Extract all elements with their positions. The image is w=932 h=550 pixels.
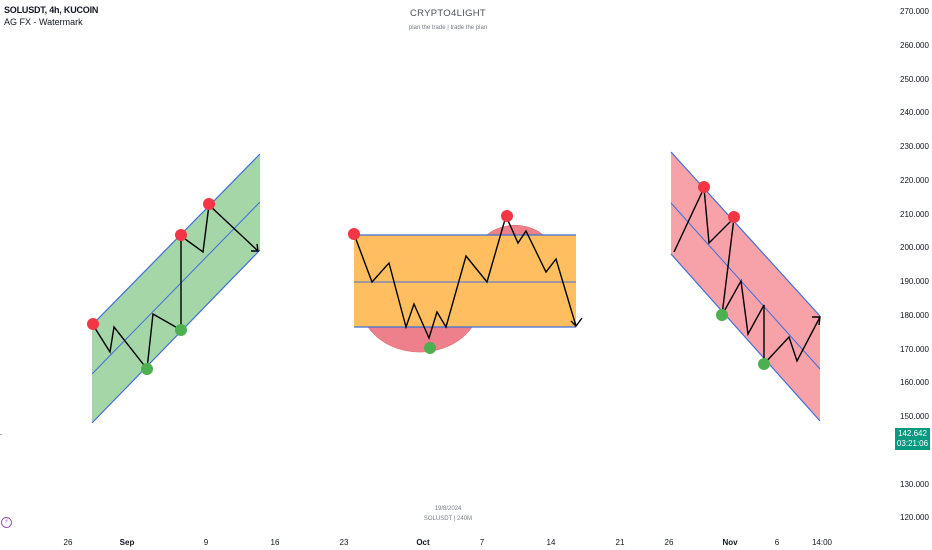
range-box <box>348 210 583 354</box>
tradingview-logo-icon[interactable]: ⚡ <box>1 517 12 528</box>
watermark-symbol: SOLUSDT | 240M <box>423 516 473 522</box>
time-axis-label: 26 <box>63 538 73 547</box>
time-axis-label: Oct <box>416 538 430 547</box>
time-axis-label: 16 <box>270 538 280 547</box>
price-axis-label: 130.000 <box>900 479 929 489</box>
price-axis-label: 160.000 <box>900 378 929 388</box>
ascending-channel-bottom <box>91 249 261 424</box>
pivot-low-marker <box>175 324 187 336</box>
descending-channel-top <box>670 151 821 317</box>
descending-channel <box>670 151 821 422</box>
pivot-low-marker <box>424 342 436 354</box>
time-axis-label: Nov <box>722 538 738 547</box>
time-axis-label: 6 <box>774 538 780 547</box>
pivot-high-marker <box>203 198 215 210</box>
symbol-title[interactable]: SOLUSDT, 4h, KUCOIN <box>4 5 99 15</box>
pivot-low-marker <box>141 363 153 375</box>
price-axis-label: 190.000 <box>900 277 929 286</box>
ascending-channel-top <box>91 153 261 326</box>
range-arrowhead <box>570 317 583 328</box>
time-axis-label: 23 <box>339 538 349 547</box>
price-axis-label: 220.000 <box>900 175 929 185</box>
pivot-high-marker <box>175 229 187 241</box>
descending-channel-bottom <box>670 253 821 422</box>
price-axis-label: 260.000 <box>900 40 929 50</box>
range-top-arc <box>486 225 544 236</box>
pivot-high-marker <box>348 228 360 240</box>
ascending-channel <box>87 153 261 424</box>
left-axis-marker: - <box>0 432 2 438</box>
pivot-low-marker <box>716 309 728 321</box>
watermark-date: 19/8/2024 <box>434 506 462 512</box>
time-axis-label: Sep <box>119 538 135 547</box>
price-axis-label: 120.000 <box>900 513 929 523</box>
pivot-high-marker <box>501 210 513 222</box>
price-axis-label: 210.000 <box>900 209 929 219</box>
price-axis-label: 230.000 <box>900 142 929 151</box>
price-axis-label: 170.000 <box>900 344 929 354</box>
descending-arrowhead <box>812 316 821 326</box>
price-axis-label: 240.000 <box>900 108 929 118</box>
pivot-high-marker <box>698 181 710 193</box>
time-axis-label: 26 <box>664 538 674 547</box>
price-axis-label: 200.000 <box>900 243 929 253</box>
range-bottom-arc <box>367 326 473 353</box>
current-price-badge: 142.642 03:21:06 <box>895 428 930 450</box>
indicator-label[interactable]: AG FX - Watermark <box>4 17 83 27</box>
price-axis-label: 180.000 <box>900 310 929 320</box>
time-axis-label: 21 <box>615 538 625 547</box>
watermark-title: CRYPTO4LIGHT <box>409 8 487 19</box>
price-axis-label: 150.000 <box>900 412 929 421</box>
price-axis-label: 250.000 <box>900 74 929 84</box>
time-axis-label: 14:00 <box>811 538 833 547</box>
time-axis-label: 9 <box>203 538 209 547</box>
watermark-subtitle: plan the trade | trade the plan <box>408 25 488 31</box>
current-price-value: 142.642 <box>898 429 927 438</box>
pivot-low-marker <box>758 358 770 370</box>
ascending-channel-mid <box>91 201 261 375</box>
time-axis-label: 7 <box>479 538 485 547</box>
pivot-high-marker <box>728 211 740 223</box>
range-fill <box>354 235 576 327</box>
time-axis-label: 14 <box>546 538 556 547</box>
descending-path <box>673 185 821 366</box>
price-axis-label: 270.000 <box>900 7 929 16</box>
descending-channel-mid <box>670 202 821 370</box>
pivot-high-marker <box>87 318 99 330</box>
ascending-arrowhead <box>251 243 259 252</box>
ascending-path <box>92 203 259 371</box>
range-path <box>353 213 577 340</box>
bar-countdown: 03:21:06 <box>896 439 929 448</box>
